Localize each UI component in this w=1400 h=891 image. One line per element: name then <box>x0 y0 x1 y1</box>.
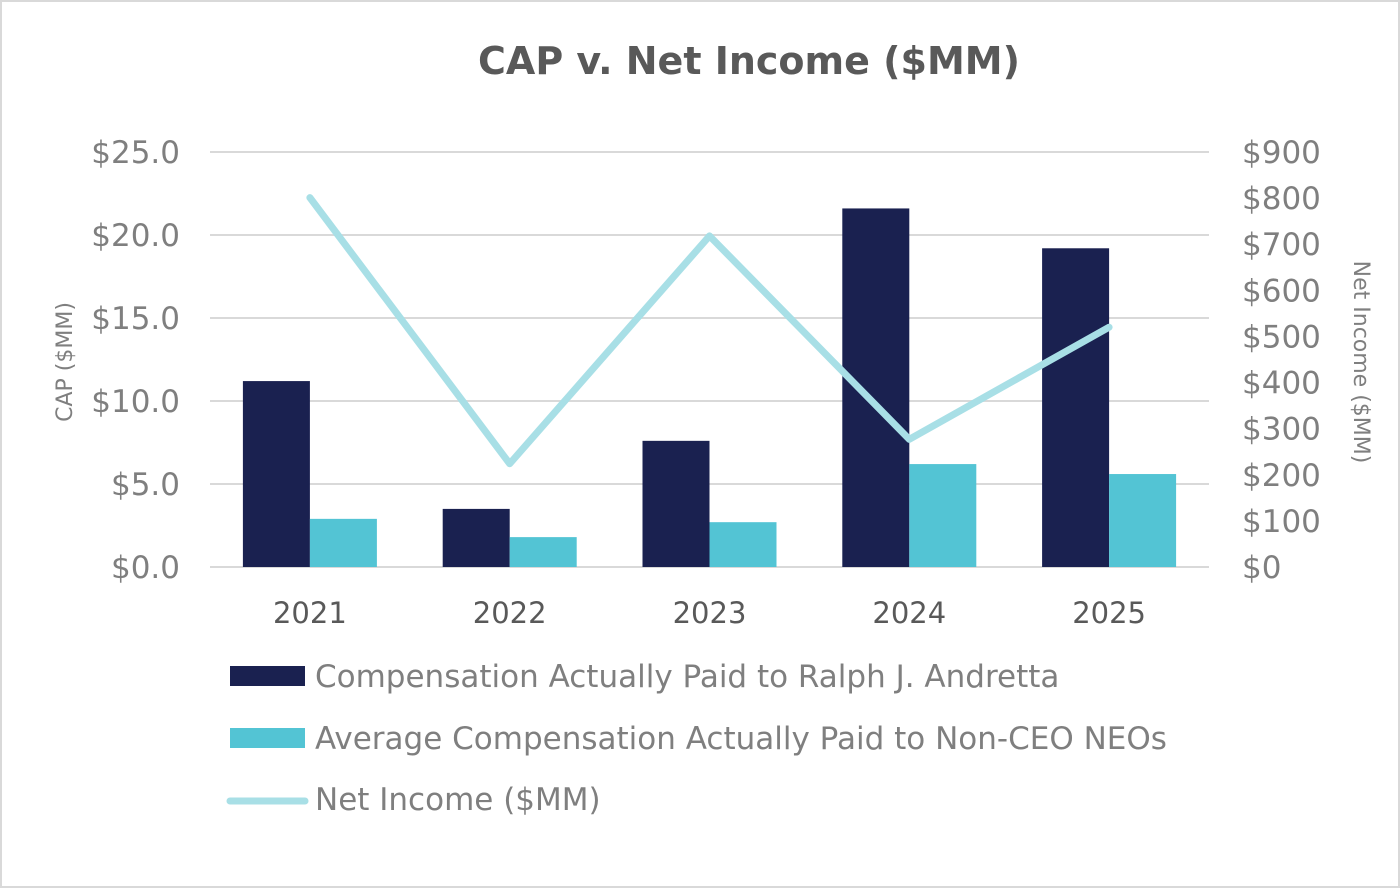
bar-ceo <box>242 381 310 567</box>
bar-ceo <box>442 508 510 567</box>
net-income-line <box>306 194 1113 468</box>
bar-ceo <box>1042 248 1110 567</box>
y-axis-right: $0 $100 $200 $300 $400 $500 $600 $700 $800 $900 <box>1242 135 1321 586</box>
y2-tick-label: $400 <box>1242 366 1321 402</box>
x-tick-label: 2024 <box>872 596 946 630</box>
bar-ceo <box>642 440 710 567</box>
bar-ceo <box>842 208 910 567</box>
bar-non-ceo <box>309 518 377 567</box>
y2-tick-label: $200 <box>1242 458 1321 494</box>
legend-swatch-ceo <box>230 666 305 686</box>
x-tick-label: 2021 <box>273 596 347 630</box>
legend-label: Average Compensation Actually Paid to No… <box>315 721 1167 757</box>
net-income-line-group <box>306 194 1113 468</box>
legend-label: Compensation Actually Paid to Ralph J. A… <box>315 659 1059 695</box>
y2-tick-label: $600 <box>1242 273 1321 309</box>
x-tick-label: 2023 <box>673 596 747 630</box>
chart-title: CAP v. Net Income ($MM) <box>478 39 1020 83</box>
y-tick-label: $5.0 <box>111 467 180 503</box>
y-axis-title: CAP ($MM) <box>53 302 78 422</box>
y2-tick-label: $900 <box>1242 135 1321 171</box>
y2-tick-label: $800 <box>1242 181 1321 217</box>
legend: Compensation Actually Paid to Ralph J. A… <box>226 659 1167 818</box>
y-tick-label: $0.0 <box>111 550 180 586</box>
y2-tick-label: $500 <box>1242 319 1321 355</box>
bar-non-ceo <box>709 522 777 567</box>
y2-tick-label: $700 <box>1242 227 1321 263</box>
y2-tick-label: $0 <box>1242 550 1281 586</box>
y2-axis-title: Net Income ($MM) <box>1348 261 1373 464</box>
y-tick-label: $10.0 <box>91 384 180 420</box>
x-tick-label: 2025 <box>1072 596 1146 630</box>
y-tick-label: $25.0 <box>91 135 180 171</box>
x-tick-label: 2022 <box>473 596 547 630</box>
legend-label: Net Income ($MM) <box>315 782 601 818</box>
bar-non-ceo <box>1109 474 1177 567</box>
y2-tick-label: $300 <box>1242 412 1321 448</box>
y2-tick-label: $100 <box>1242 504 1321 540</box>
y-axis-left: $0.0 $5.0 $10.0 $15.0 $20.0 $25.0 <box>91 135 180 586</box>
bars <box>242 208 1177 567</box>
bar-non-ceo <box>509 537 577 567</box>
y-tick-label: $15.0 <box>91 301 180 337</box>
bar-non-ceo <box>909 464 977 567</box>
y-tick-label: $20.0 <box>91 218 180 254</box>
legend-swatch-non-ceo <box>230 728 305 748</box>
x-axis: 2021 2022 2023 2024 2025 <box>273 596 1146 630</box>
